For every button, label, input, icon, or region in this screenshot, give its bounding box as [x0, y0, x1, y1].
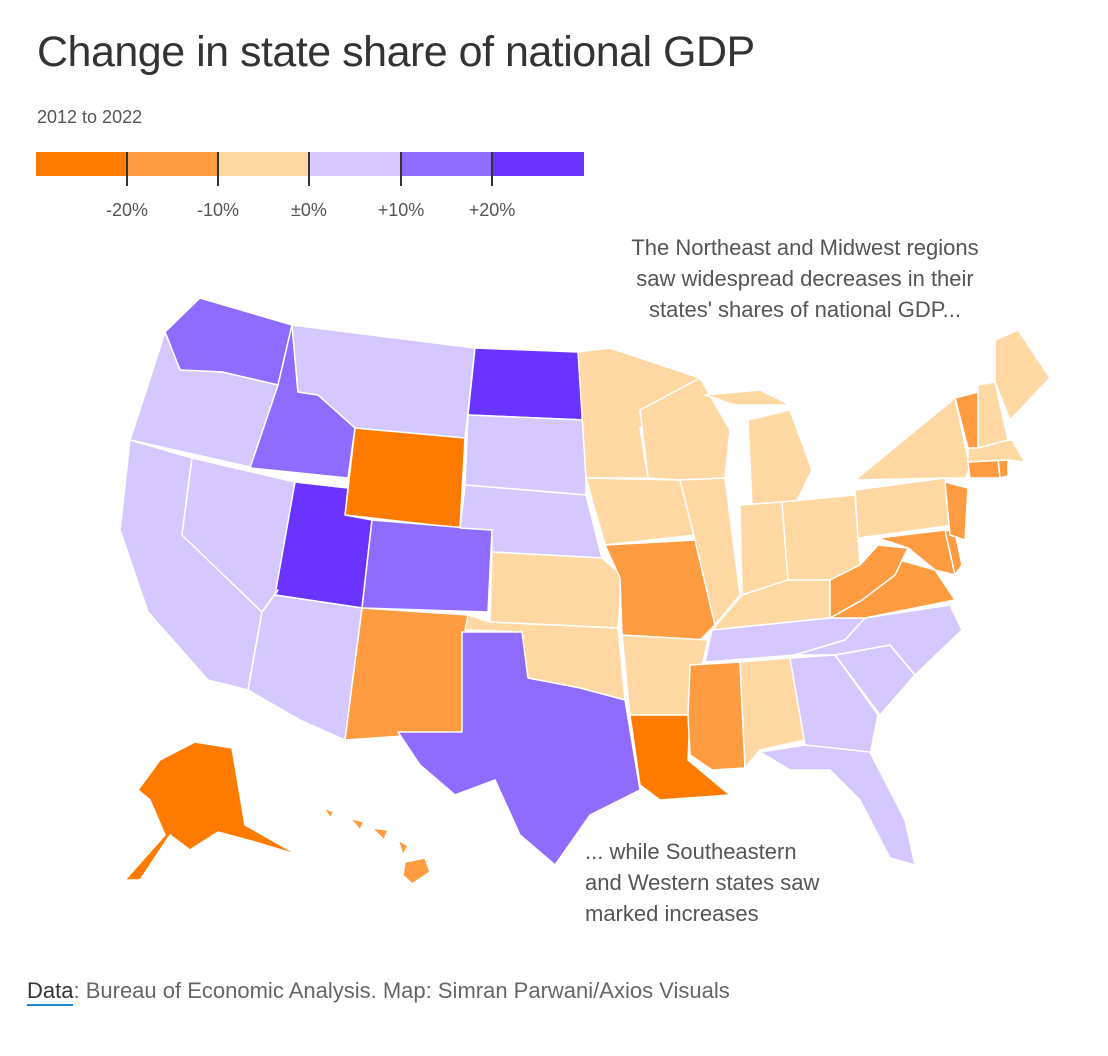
- state-AZ[interactable]: [247, 589, 363, 741]
- map-title: Change in state share of national GDP: [37, 28, 755, 76]
- annotation-line: The Northeast and Midwest regions: [631, 235, 979, 260]
- state-ME[interactable]: [994, 329, 1051, 421]
- legend-swatch: [218, 152, 310, 176]
- state-NY[interactable]: [854, 397, 971, 481]
- annotation-line: and Western states saw: [585, 870, 820, 895]
- state-IA[interactable]: [585, 477, 696, 546]
- state-AK[interactable]: [124, 741, 299, 881]
- state-NM[interactable]: [344, 607, 469, 741]
- annotation-southeast: ... while Southeastern and Western state…: [585, 836, 905, 929]
- legend-tick: [491, 152, 493, 186]
- state-TX[interactable]: [397, 631, 641, 866]
- legend-tick: [126, 152, 128, 186]
- state-WV[interactable]: [829, 544, 909, 619]
- state-NH[interactable]: [977, 381, 1009, 449]
- legend-label: +10%: [377, 200, 425, 220]
- state-KS[interactable]: [489, 551, 623, 629]
- legend-label: ±0%: [291, 200, 327, 220]
- annotation-northeast: The Northeast and Midwest regions saw wi…: [585, 232, 1025, 325]
- legend-swatch: [492, 152, 584, 176]
- map-subtitle: 2012 to 2022: [37, 107, 143, 127]
- legend-tick: [400, 152, 402, 186]
- data-source-link[interactable]: Data: [27, 978, 74, 1006]
- legend-swatch: [36, 152, 128, 176]
- legend-label: -10%: [196, 200, 240, 220]
- source-text: : Bureau of Economic Analysis. Map: Simr…: [73, 978, 730, 1003]
- legend-swatch: [309, 152, 402, 176]
- legend-label: +20%: [468, 200, 516, 220]
- annotation-line: states' shares of national GDP...: [649, 297, 961, 322]
- state-ND[interactable]: [467, 347, 586, 421]
- annotation-line: marked increases: [585, 901, 759, 926]
- state-MI[interactable]: [704, 389, 813, 506]
- state-FL[interactable]: [759, 744, 916, 866]
- legend-color-bar: [36, 152, 584, 176]
- legend-swatch: [127, 152, 219, 176]
- annotation-line: saw widespread decreases in their: [636, 266, 974, 291]
- legend-label: -20%: [105, 200, 149, 220]
- state-NJ[interactable]: [944, 481, 969, 541]
- state-HI[interactable]: [323, 807, 431, 885]
- state-IL[interactable]: [679, 477, 741, 626]
- annotation-line: ... while Southeastern: [585, 839, 797, 864]
- state-OH[interactable]: [781, 494, 861, 581]
- state-IN[interactable]: [739, 501, 789, 596]
- state-NC[interactable]: [794, 604, 963, 676]
- color-legend: -20% -10% ±0% +10% +20%: [36, 152, 584, 232]
- state-SD[interactable]: [464, 414, 587, 496]
- state-PA[interactable]: [854, 477, 956, 539]
- state-MD[interactable]: [877, 529, 956, 576]
- legend-tick: [217, 152, 219, 186]
- source-note: Data: Bureau of Economic Analysis. Map: …: [27, 978, 730, 1006]
- state-MS[interactable]: [687, 661, 746, 771]
- state-AL[interactable]: [739, 657, 806, 769]
- legend-swatch: [401, 152, 493, 176]
- legend-tick: [308, 152, 310, 186]
- state-WY[interactable]: [344, 427, 466, 529]
- state-CO[interactable]: [361, 519, 493, 613]
